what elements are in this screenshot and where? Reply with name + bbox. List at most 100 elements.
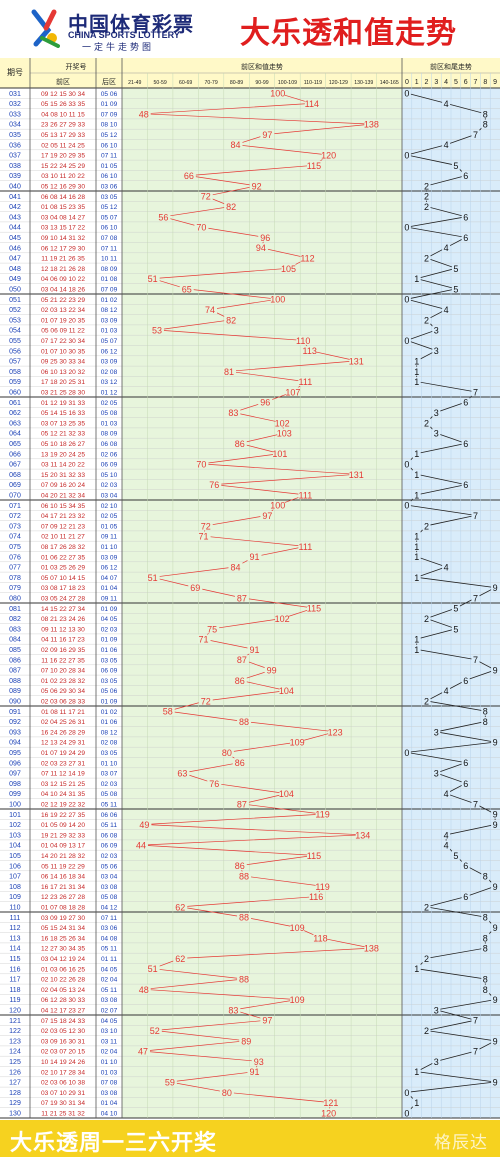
front-numbers: 05 06 29 30 34 bbox=[41, 688, 85, 695]
tail-point: 7 bbox=[473, 130, 478, 140]
tail-point-bg bbox=[422, 521, 431, 531]
back-numbers: 01 11 bbox=[101, 956, 117, 963]
tail-point-bg bbox=[412, 572, 421, 582]
front-numbers: 02 09 16 29 35 bbox=[41, 647, 85, 654]
tail-point: 8 bbox=[483, 985, 488, 995]
tail-point: 9 bbox=[493, 923, 498, 933]
tail-point: 8 bbox=[483, 109, 488, 119]
sum-point-bg bbox=[321, 150, 336, 160]
issue-number: 091 bbox=[9, 709, 21, 716]
tail-point-bg bbox=[461, 171, 470, 181]
issue-number: 046 bbox=[9, 245, 21, 252]
front-numbers: 11 21 25 31 32 bbox=[41, 1110, 85, 1117]
sum-point-bg bbox=[226, 407, 241, 417]
tail-point: 2 bbox=[424, 954, 429, 964]
sum-point: 97 bbox=[262, 1016, 272, 1026]
tail-digit-label: 0 bbox=[405, 79, 409, 86]
sum-range-label: 21-49 bbox=[128, 80, 141, 86]
tail-point: 8 bbox=[483, 707, 488, 717]
sum-range-label: 50-59 bbox=[154, 80, 167, 86]
front-numbers: 07 15 18 24 33 bbox=[41, 1018, 85, 1025]
tail-point-bg bbox=[432, 1005, 441, 1015]
front-numbers: 06 12 17 29 30 bbox=[41, 245, 85, 252]
issue-number: 043 bbox=[9, 214, 21, 221]
tail-point: 0 bbox=[404, 89, 409, 99]
issue-number: 097 bbox=[9, 771, 21, 778]
back-numbers: 03 05 bbox=[101, 194, 118, 201]
issue-number: 111 bbox=[10, 915, 21, 922]
back-numbers: 03 11 bbox=[101, 1038, 117, 1045]
issue-number: 104 bbox=[9, 843, 21, 850]
footer: 大乐透周一三六开奖 格辰达 bbox=[0, 1120, 500, 1157]
tail-point-bg bbox=[461, 232, 470, 242]
back-numbers: 04 05 bbox=[101, 1018, 118, 1025]
sum-point: 62 bbox=[175, 902, 185, 912]
sum-point: 120 bbox=[321, 150, 336, 160]
sum-point: 115 bbox=[307, 161, 321, 171]
tail-point-bg bbox=[432, 1056, 441, 1066]
back-numbers: 01 12 bbox=[101, 389, 118, 396]
sum-point: 71 bbox=[199, 635, 209, 645]
front-numbers: 05 12 16 29 30 bbox=[41, 183, 85, 190]
back-numbers: 05 08 bbox=[101, 410, 118, 417]
tail-point-bg bbox=[442, 830, 451, 840]
sum-point-bg bbox=[224, 201, 239, 211]
issue-number: 064 bbox=[9, 431, 21, 438]
issue-number: 048 bbox=[9, 266, 21, 273]
sum-point: 71 bbox=[199, 532, 209, 542]
tail-point-bg bbox=[491, 809, 500, 819]
back-numbers: 08 09 bbox=[101, 431, 118, 438]
issue-number: 084 bbox=[9, 637, 21, 644]
tail-point-bg bbox=[461, 892, 470, 902]
tail-point: 3 bbox=[434, 346, 439, 356]
tail-point-bg bbox=[491, 995, 500, 1005]
tail-point-bg bbox=[402, 459, 411, 469]
sum-point-bg bbox=[364, 943, 379, 953]
front-numbers: 16 18 25 26 34 bbox=[41, 935, 85, 942]
sum-point: 87 bbox=[237, 593, 247, 603]
sum-point-bg bbox=[321, 1108, 336, 1118]
sum-point-bg bbox=[247, 552, 262, 562]
sum-point-bg bbox=[277, 428, 292, 438]
sum-point: 107 bbox=[285, 387, 300, 397]
back-numbers: 03 06 bbox=[101, 925, 118, 932]
sum-point-bg bbox=[203, 304, 218, 314]
tail-point-bg bbox=[422, 902, 431, 912]
tail-point-bg bbox=[481, 706, 490, 716]
sum-point: 59 bbox=[165, 1077, 175, 1087]
front-numbers: 12 13 24 29 31 bbox=[41, 740, 85, 747]
tail-point-bg bbox=[442, 789, 451, 799]
front-numbers: 02 03 07 20 15 bbox=[41, 1049, 85, 1056]
tail-point: 9 bbox=[493, 738, 498, 748]
back-numbers: 01 03 bbox=[101, 1069, 118, 1076]
tail-point-bg bbox=[461, 861, 470, 871]
sum-point-bg bbox=[298, 377, 313, 387]
sum-point: 83 bbox=[228, 408, 238, 418]
sum-point-bg bbox=[260, 129, 275, 139]
tail-point: 1 bbox=[414, 635, 419, 645]
front-numbers: 09 10 14 31 32 bbox=[41, 235, 85, 242]
sum-point-bg bbox=[270, 294, 285, 304]
sum-point-bg bbox=[234, 593, 249, 603]
tail-point: 4 bbox=[444, 562, 449, 572]
sum-range-label: 120-129 bbox=[329, 80, 348, 86]
sum-point: 88 bbox=[239, 974, 249, 984]
back-numbers: 03 08 bbox=[101, 997, 118, 1004]
issue-number: 105 bbox=[9, 853, 21, 860]
tail-point-bg bbox=[432, 346, 441, 356]
tail-point: 7 bbox=[473, 387, 478, 397]
sum-point: 47 bbox=[138, 1047, 148, 1057]
sum-range-label: 100-109 bbox=[278, 80, 297, 86]
tail-point-bg bbox=[451, 850, 460, 860]
back-numbers: 06 12 bbox=[101, 565, 118, 572]
back-numbers: 07 08 bbox=[101, 1080, 118, 1087]
back-numbers: 02 08 bbox=[101, 369, 118, 376]
back-numbers: 03 09 bbox=[101, 554, 118, 561]
sum-point-bg bbox=[175, 768, 190, 778]
front-numbers: 04 20 21 32 34 bbox=[41, 492, 85, 499]
back-numbers: 05 07 bbox=[101, 338, 118, 345]
tail-point: 4 bbox=[444, 140, 449, 150]
back-numbers: 06 09 bbox=[101, 462, 118, 469]
sum-point: 88 bbox=[239, 871, 249, 881]
sum-point: 70 bbox=[196, 459, 206, 469]
